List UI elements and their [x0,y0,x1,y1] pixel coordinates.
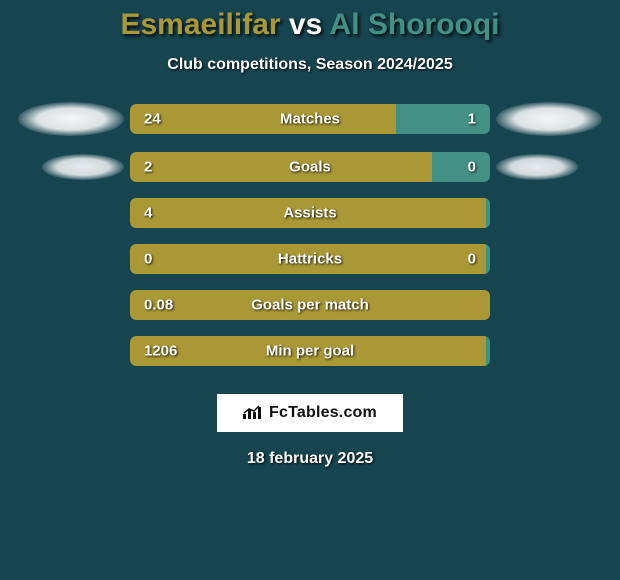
stat-row: Assists 4 [0,198,620,228]
player-left-marker [18,102,124,136]
brand-text: FcTables.com [269,404,377,422]
stat-row: Matches 24 1 [0,102,620,136]
stat-value-left: 0.08 [144,297,173,314]
date-line: 18 february 2025 [0,450,620,468]
player-left-name: Esmaeilifar [120,8,280,41]
comparison-container: Esmaeilifar vs Al Shorooqi Club competit… [0,0,620,580]
stat-value-left: 0 [144,251,152,268]
brand-pill[interactable]: FcTables.com [217,394,403,432]
stat-bar: Matches 24 1 [130,104,490,134]
stat-value-left: 4 [144,205,152,222]
stat-value-left: 2 [144,159,152,176]
stat-value-left: 24 [144,111,161,128]
stat-row: Goals 2 0 [0,152,620,182]
stat-bar-right [486,244,490,274]
stat-value-right: 0 [468,251,476,268]
stat-bar: Min per goal 1206 [130,336,490,366]
stat-bar: Goals per match 0.08 [130,290,490,320]
stat-rows: Matches241Goals20Assists4Hattricks00Goal… [0,102,620,366]
stat-bar-right [432,152,490,182]
vs-separator: vs [289,8,322,41]
stat-label: Hattricks [278,251,342,268]
stat-bar-right [486,198,490,228]
stat-label: Min per goal [266,343,354,360]
stat-bar-right [486,336,490,366]
stat-row: Goals per match 0.08 [0,290,620,320]
stat-bar-left [130,152,432,182]
stat-value-left: 1206 [144,343,177,360]
stat-bar: Goals 2 0 [130,152,490,182]
stat-label: Goals [289,159,331,176]
stat-label: Assists [283,205,336,222]
player-left-marker [42,154,124,180]
page-title: Esmaeilifar vs Al Shorooqi [0,8,620,42]
stat-value-right: 1 [468,111,476,128]
player-right-marker [496,102,602,136]
subtitle: Club competitions, Season 2024/2025 [0,56,620,74]
stat-value-right: 0 [468,159,476,176]
chart-icon [243,405,263,421]
player-right-marker [496,154,578,180]
stat-row: Min per goal 1206 [0,336,620,366]
stat-row: Hattricks 0 0 [0,244,620,274]
stat-bar-left [130,104,396,134]
stat-bar: Assists 4 [130,198,490,228]
stat-label: Goals per match [251,297,369,314]
player-right-name: Al Shorooqi [330,8,500,41]
stat-label: Matches [280,111,340,128]
stat-bar: Hattricks 0 0 [130,244,490,274]
